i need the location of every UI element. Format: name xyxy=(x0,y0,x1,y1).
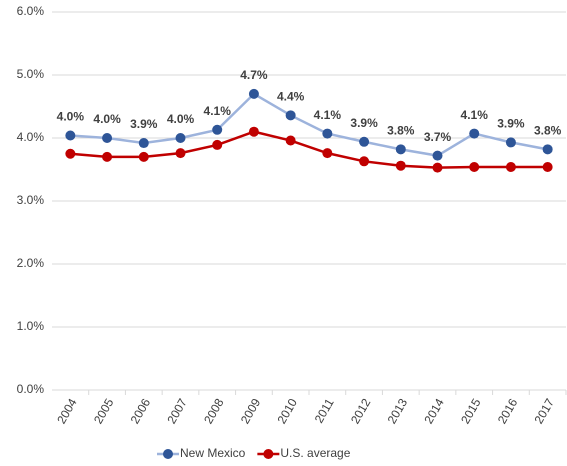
x-tick-label: 2012 xyxy=(348,396,374,426)
y-tick-label: 2.0% xyxy=(17,256,45,270)
data-point xyxy=(212,139,223,150)
data-label: 4.1% xyxy=(461,108,489,122)
data-point xyxy=(359,156,370,167)
data-point xyxy=(285,110,296,121)
data-label: 3.8% xyxy=(534,124,562,138)
x-tick-label: 2014 xyxy=(421,396,447,426)
series-line xyxy=(70,92,548,157)
data-label: 4.0% xyxy=(167,112,195,126)
legend-label: New Mexico xyxy=(180,446,246,460)
x-tick-label: 2017 xyxy=(532,396,558,426)
data-point xyxy=(542,161,553,172)
data-label: 4.0% xyxy=(57,110,85,124)
data-point xyxy=(469,161,480,172)
x-tick-label: 2011 xyxy=(312,396,337,426)
data-point xyxy=(65,130,76,141)
data-point xyxy=(395,144,406,155)
data-point xyxy=(248,88,259,99)
legend-marker xyxy=(263,449,274,459)
data-label: 3.9% xyxy=(350,116,378,130)
x-tick-label: 2006 xyxy=(128,396,154,426)
data-label: 4.7% xyxy=(240,68,268,82)
y-tick-label: 1.0% xyxy=(17,319,45,333)
data-label: 4.4% xyxy=(277,89,305,103)
x-tick-label: 2004 xyxy=(54,396,80,426)
legend-marker xyxy=(163,449,173,459)
data-point xyxy=(138,151,149,162)
series-line xyxy=(70,130,548,169)
legend-label: U.S. average xyxy=(280,446,350,460)
x-tick-label: 2007 xyxy=(164,396,190,426)
x-tick-label: 2015 xyxy=(458,396,484,426)
data-label: 3.9% xyxy=(130,117,158,131)
data-point xyxy=(359,136,370,147)
data-point xyxy=(432,162,443,173)
y-tick-label: 3.0% xyxy=(17,193,45,207)
data-label: 4.1% xyxy=(204,104,232,118)
data-point xyxy=(175,148,186,159)
data-point xyxy=(102,151,113,162)
data-point xyxy=(505,161,516,172)
data-label: 4.0% xyxy=(93,112,121,126)
data-point xyxy=(102,133,113,143)
data-point xyxy=(212,124,223,135)
y-tick-label: 0.0% xyxy=(17,382,45,396)
data-point xyxy=(322,148,333,159)
x-tick-label: 2009 xyxy=(238,396,264,426)
data-point xyxy=(469,128,480,139)
x-tick-label: 2010 xyxy=(275,396,301,426)
data-point xyxy=(542,144,553,155)
data-label: 3.9% xyxy=(497,117,525,131)
x-tick-label: 2013 xyxy=(385,396,411,426)
data-label: 3.7% xyxy=(424,130,452,144)
data-point xyxy=(395,160,406,171)
data-point xyxy=(505,137,516,148)
data-point xyxy=(65,148,76,159)
x-tick-label: 2005 xyxy=(91,396,117,426)
data-point xyxy=(432,150,443,161)
data-point xyxy=(285,135,296,146)
data-label: 4.1% xyxy=(314,108,342,122)
y-tick-label: 6.0% xyxy=(17,4,45,18)
data-point xyxy=(248,126,259,137)
data-point xyxy=(175,133,186,143)
data-label: 3.8% xyxy=(387,124,415,138)
y-tick-label: 5.0% xyxy=(17,67,45,81)
y-tick-label: 4.0% xyxy=(17,130,45,144)
data-point xyxy=(322,128,333,139)
data-point xyxy=(138,138,149,149)
x-tick-label: 2008 xyxy=(201,396,227,426)
x-tick-label: 2016 xyxy=(495,396,521,426)
